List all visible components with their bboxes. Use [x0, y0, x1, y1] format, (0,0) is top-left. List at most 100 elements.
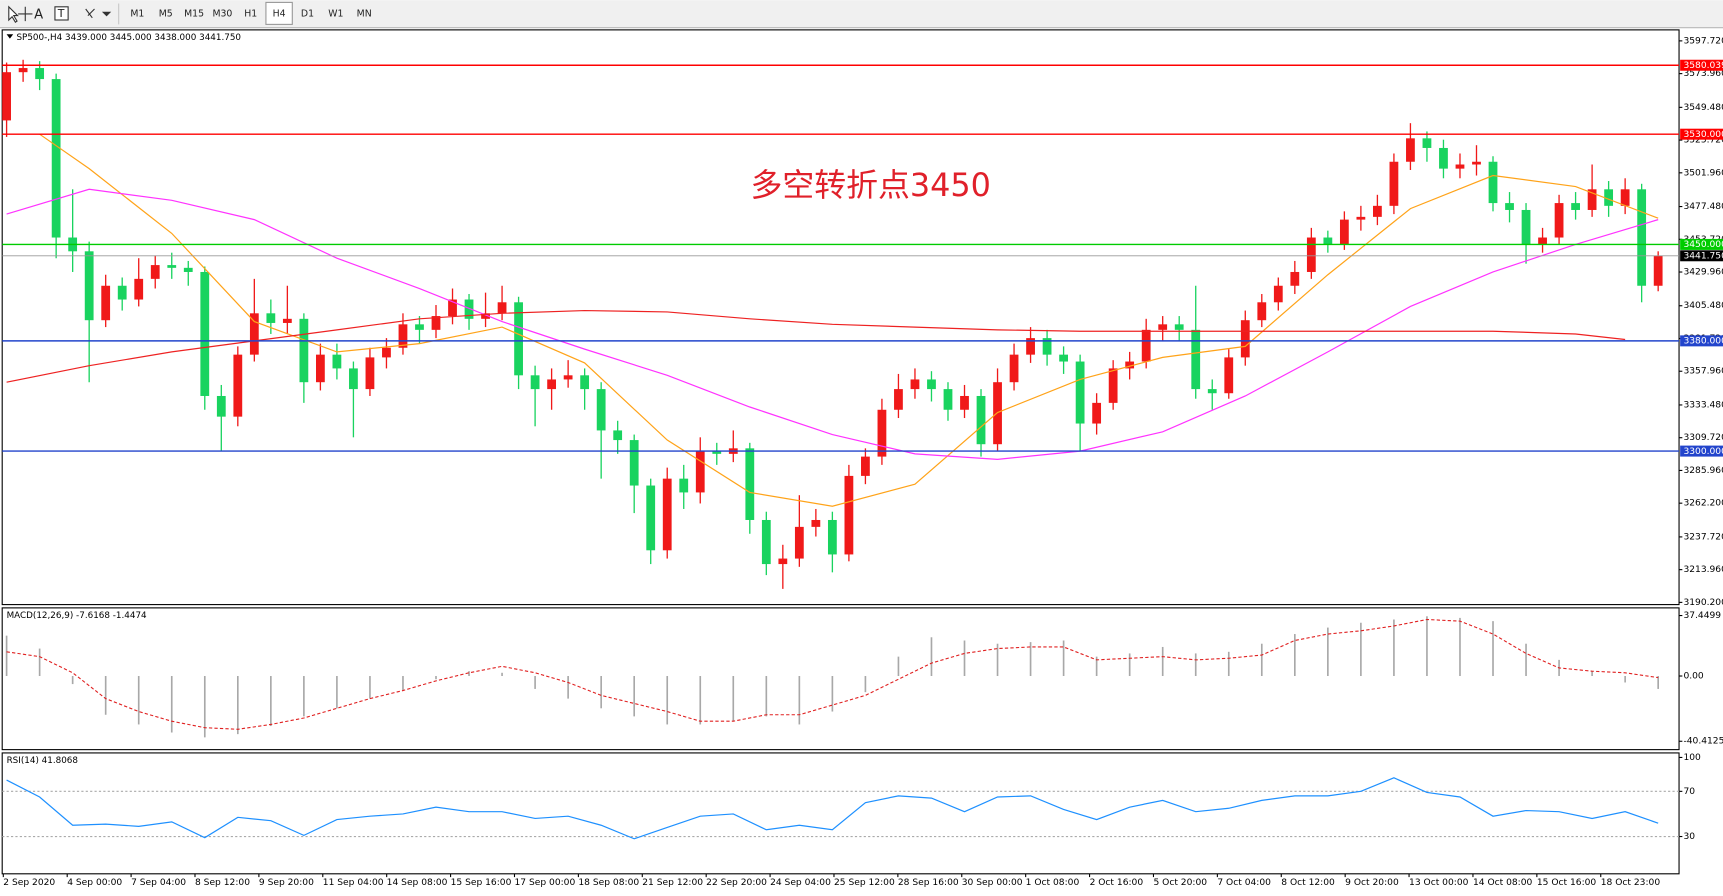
candle-body [1108, 368, 1118, 403]
candle-body [1554, 203, 1564, 238]
timeframe-button[interactable]: W1 [328, 8, 343, 19]
candle-body [1191, 329, 1201, 390]
pane-frame [1, 607, 1680, 751]
candle-body [315, 354, 325, 383]
timeframe-button[interactable]: D1 [301, 8, 314, 19]
candle-body [1538, 237, 1547, 245]
y-tick-label: 30 [1683, 832, 1695, 842]
x-tick-label: 8 Sep 12:00 [195, 878, 250, 888]
candle-body [1026, 338, 1035, 355]
candle-body [216, 395, 226, 417]
y-tick-label: 3597.720 [1683, 36, 1723, 46]
candle-body [84, 251, 94, 321]
y-tick-label: 100 [1683, 753, 1701, 763]
candle-body [200, 271, 210, 396]
x-tick-label: 11 Sep 04:00 [323, 878, 384, 888]
macd-signal [6, 618, 1659, 730]
candle-body [183, 267, 193, 272]
tool-icons [8, 3, 120, 25]
text-label-tool[interactable]: T [57, 7, 65, 20]
candle-body [894, 389, 903, 410]
candle-body [679, 478, 689, 493]
candle-body [1653, 255, 1663, 286]
price-level-label: 3580.039 [1683, 61, 1723, 71]
y-tick-label: 3429.960 [1683, 268, 1723, 278]
y-tick-label: 3525.720 [1683, 136, 1723, 146]
timeframe-button[interactable]: H4 [273, 8, 286, 19]
price-level-tag [1680, 238, 1723, 250]
candle-body [547, 379, 557, 390]
candle-body [910, 379, 920, 390]
y-tick-label: 37.4499 [1683, 611, 1721, 621]
candle-body [960, 395, 969, 410]
x-tick-label: 5 Oct 20:00 [1153, 878, 1207, 888]
candle-body [1207, 389, 1217, 394]
chart-area: SP500-,H4 3439.000 3445.000 3438.000 344… [1, 29, 1723, 888]
candle-body [415, 324, 424, 330]
candle-body [1521, 209, 1531, 245]
x-tick-label: 7 Oct 04:00 [1217, 878, 1271, 888]
x-tick-label: 22 Sep 20:00 [706, 878, 767, 888]
text-label-icon[interactable] [54, 6, 69, 21]
text-tool[interactable]: A [34, 8, 43, 23]
candle-body [976, 395, 986, 445]
candle-body [514, 302, 523, 376]
candle-body [233, 354, 243, 417]
x-tick-label: 9 Sep 20:00 [259, 878, 314, 888]
candle-body [563, 375, 573, 380]
candle-body [844, 475, 854, 555]
candle-body [1373, 205, 1382, 217]
dropdown-icon[interactable] [101, 11, 112, 17]
candle-body [1257, 302, 1267, 321]
pane-frame [1, 752, 1680, 875]
timeframe-button[interactable]: M30 [212, 8, 232, 19]
y-tick-label: 3549.480 [1683, 103, 1723, 113]
price-level-label: 3530.000 [1683, 130, 1723, 140]
candle-body [497, 302, 507, 314]
timeframes: M1 M5 M15 M30 H1 H4 D1 W1 MN [130, 1, 372, 25]
y-tick-label: 3477.480 [1683, 202, 1723, 212]
candle-body [1339, 219, 1349, 245]
objects-icon[interactable] [85, 8, 95, 19]
candle-body [349, 368, 358, 390]
pane-frame [1, 29, 1680, 606]
selected-timeframe [265, 1, 293, 25]
candle-body [1587, 189, 1597, 210]
price-level-label: 3380.000 [1683, 337, 1723, 347]
price-level-tag [1680, 59, 1723, 71]
timeframe-button[interactable]: M15 [184, 8, 204, 19]
pane-title: MACD(12,26,9) -7.6168 -1.4474 [7, 611, 147, 621]
rsi-line [6, 777, 1659, 840]
candle-body [1422, 138, 1432, 148]
candle-body [1488, 161, 1498, 204]
x-tick-label: 18 Sep 08:00 [578, 878, 639, 888]
candle-body [662, 478, 672, 551]
candle-body [1290, 271, 1300, 286]
x-tick-label: 2 Oct 16:00 [1090, 878, 1144, 888]
candle-body [448, 299, 457, 317]
y-tick-label: -40.4125 [1683, 737, 1723, 747]
y-tick-label: 3357.960 [1683, 367, 1723, 377]
timeframe-button[interactable]: MN [357, 8, 372, 19]
price-level-label: 3450.000 [1683, 240, 1723, 250]
y-tick-label: 3309.720 [1683, 433, 1723, 443]
x-tick-label: 18 Oct 23:00 [1601, 878, 1661, 888]
candle-body [1439, 147, 1448, 169]
candle-body [613, 430, 623, 441]
candle-body [266, 313, 276, 323]
moving-average [6, 309, 1626, 383]
candle-body [365, 357, 375, 390]
timeframe-button[interactable]: M5 [159, 8, 173, 19]
cursor-icon[interactable] [8, 5, 19, 23]
timeframe-button[interactable]: M1 [130, 8, 144, 19]
y-tick-label: 0.00 [1683, 672, 1703, 682]
candle-body [861, 456, 870, 476]
timeframe-button[interactable]: H1 [244, 8, 257, 19]
candle-body [530, 375, 540, 390]
crosshair-icon[interactable] [18, 6, 33, 22]
candle-body [1273, 285, 1283, 303]
candle-body [1389, 161, 1399, 206]
candle-body [646, 485, 656, 551]
